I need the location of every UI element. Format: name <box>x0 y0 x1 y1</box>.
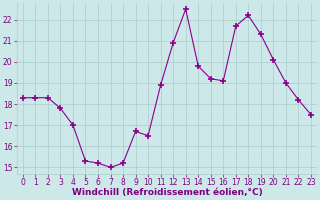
X-axis label: Windchill (Refroidissement éolien,°C): Windchill (Refroidissement éolien,°C) <box>72 188 262 197</box>
